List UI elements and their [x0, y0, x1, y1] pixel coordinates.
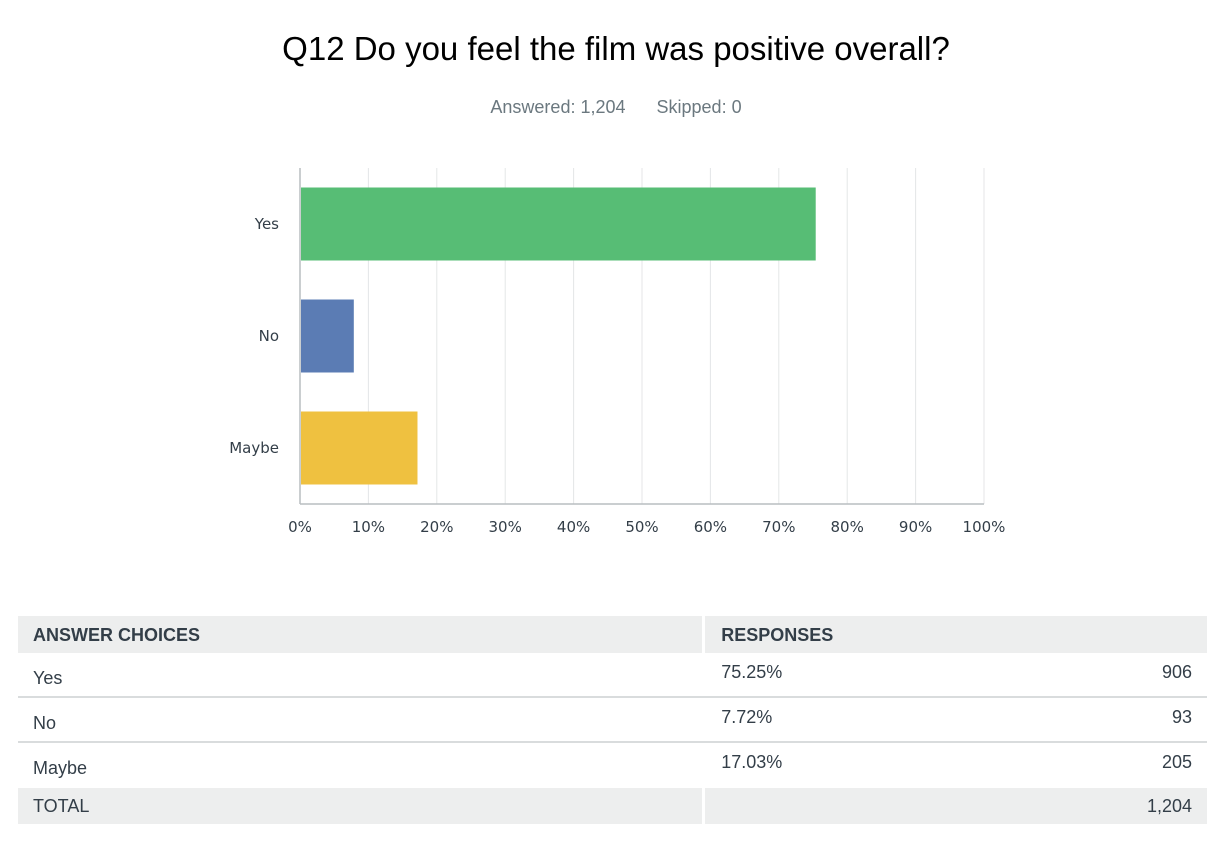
- category-label: Yes: [254, 215, 279, 233]
- bar-maybe: [301, 411, 418, 485]
- table-row: Yes 75.25% 906: [18, 653, 1207, 698]
- x-tick-label: 40%: [557, 518, 590, 536]
- bar-no: [301, 299, 354, 373]
- row-percent: 7.72%: [721, 707, 773, 727]
- x-tick-label: 0%: [288, 518, 312, 536]
- total-count: 1,204: [1146, 796, 1192, 816]
- table-row: Maybe 17.03% 205: [18, 743, 1207, 788]
- bar-yes: [301, 187, 816, 261]
- row-choice: Maybe: [33, 758, 88, 778]
- responses-table: ANSWER CHOICES RESPONSES Yes 75.25% 906 …: [18, 616, 1207, 824]
- bar-chart: 0% 10% 20% 30% 40% 50% 60% 70% 80% 90% 100% Yes No Ma…: [229, 168, 1006, 536]
- table-row: No 7.72% 93: [18, 698, 1207, 743]
- row-count: 906: [1161, 662, 1192, 682]
- row-percent: 17.03%: [721, 752, 783, 772]
- header-answer-choices: ANSWER CHOICES: [33, 625, 201, 645]
- row-count: 93: [1171, 707, 1192, 727]
- row-choice: No: [33, 713, 57, 733]
- table-total-row: TOTAL 1,204: [18, 788, 1207, 824]
- x-tick-label: 10%: [352, 518, 385, 536]
- row-percent: 75.25%: [721, 662, 783, 682]
- question-title: Q12 Do you feel the film was positive ov…: [282, 30, 950, 67]
- total-label: TOTAL: [33, 796, 90, 816]
- table-header: ANSWER CHOICES RESPONSES: [18, 616, 1207, 653]
- x-tick-label: 50%: [625, 518, 658, 536]
- x-tick-label: 20%: [420, 518, 453, 536]
- answered-count: Answered: 1,204: [490, 97, 626, 117]
- skipped-count: Skipped: 0: [656, 97, 742, 117]
- header-responses: RESPONSES: [721, 625, 834, 645]
- x-tick-label: 90%: [899, 518, 932, 536]
- row-choice: Yes: [33, 668, 63, 688]
- response-summary: Answered: 1,204 Skipped: 0: [0, 97, 1232, 118]
- x-tick-label: 70%: [762, 518, 795, 536]
- x-tick-label: 100%: [963, 518, 1006, 536]
- x-tick-label: 60%: [694, 518, 727, 536]
- x-tick-label: 30%: [489, 518, 522, 536]
- x-tick-label: 80%: [831, 518, 864, 536]
- row-count: 205: [1161, 752, 1192, 772]
- category-label: No: [259, 327, 279, 345]
- category-label: Maybe: [229, 439, 279, 457]
